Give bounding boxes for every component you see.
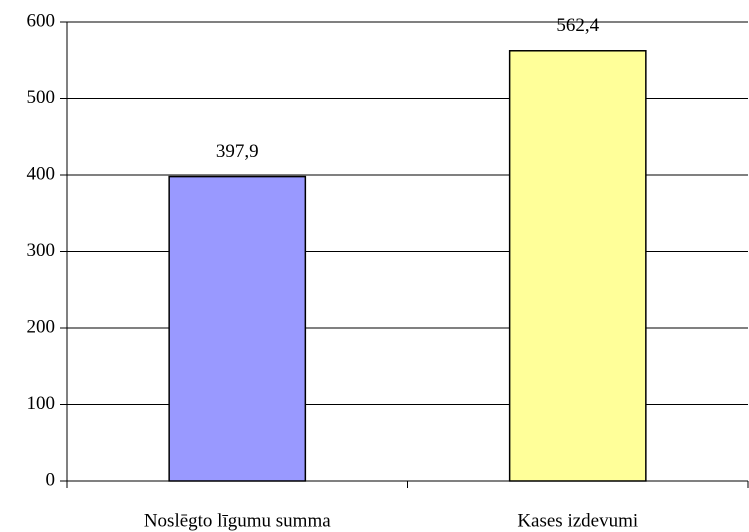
bar xyxy=(508,50,647,482)
y-tick-label: 300 xyxy=(27,240,56,261)
value-label: 397,9 xyxy=(216,141,259,162)
y-tick-label: 500 xyxy=(27,87,56,108)
x-tick-label: Kases izdevumi xyxy=(517,510,638,531)
y-tick-label: 400 xyxy=(27,163,56,184)
y-tick-label: 600 xyxy=(27,10,56,31)
y-tick-label: 0 xyxy=(46,469,56,490)
x-tick-label: Noslēgto līgumu summa xyxy=(144,510,331,531)
bar xyxy=(168,175,307,482)
value-label: 562,4 xyxy=(556,15,599,36)
y-tick-label: 100 xyxy=(27,393,56,414)
y-tick-label: 200 xyxy=(27,316,56,337)
